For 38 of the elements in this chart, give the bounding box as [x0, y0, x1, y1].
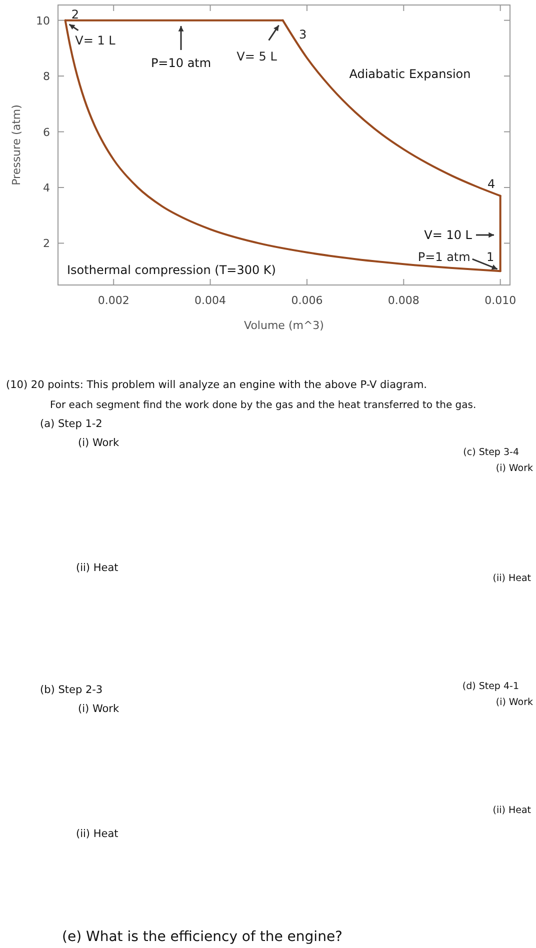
annotation: Isothermal compression (T=300 K): [67, 263, 276, 277]
text: (d) Step 4-1: [462, 681, 519, 692]
text: (ii) Heat: [76, 562, 118, 574]
x-tick-label: 0.004: [194, 294, 226, 307]
annotation: P=10 atm: [150, 56, 212, 70]
text: (i) Work: [496, 463, 534, 474]
y-tick-label: 10: [36, 14, 50, 28]
text: (10) 20 points: This problem will analyze an engine with the above P-V diagram.: [6, 379, 428, 391]
text: (e) What is the efficiency of the engine?: [62, 929, 342, 945]
text: (ii) Heat: [492, 805, 532, 816]
annotation: P=1 atm: [418, 250, 470, 264]
text: (b) Step 2-3: [40, 684, 103, 696]
text: For each segment find the work done by the gas and the heat transferred to the gas.: [50, 400, 476, 411]
y-tick-label: 2: [43, 237, 50, 250]
annotation: V= 1 L: [75, 33, 116, 48]
annotation: 2: [71, 7, 80, 22]
annotation: 3: [298, 27, 307, 42]
x-axis-title: Volume (m^3): [244, 319, 324, 332]
y-tick-label: 4: [43, 181, 50, 194]
text: (i) Work: [78, 437, 120, 449]
x-tick-label: 0.010: [484, 294, 516, 307]
x-tick-label: 0.002: [98, 294, 130, 307]
text: (i) Work: [496, 697, 534, 708]
y-tick-label: 6: [43, 126, 50, 139]
annotation: 1: [486, 250, 494, 264]
annotation: V= 10 L: [424, 228, 472, 242]
text: (i) Work: [78, 703, 120, 715]
text: (ii) Heat: [492, 573, 532, 584]
x-tick-label: 0.006: [291, 294, 323, 307]
y-axis-title: Pressure (atm): [10, 104, 23, 186]
y-tick-label: 8: [43, 70, 50, 84]
annotation: Adiabatic Expansion: [349, 67, 471, 81]
text: (c) Step 3-4: [463, 447, 519, 458]
annotation: 4: [488, 176, 496, 191]
text: (ii) Heat: [76, 828, 118, 840]
annotation: V= 5 L: [236, 49, 278, 64]
text: (a) Step 1-2: [40, 418, 102, 430]
x-tick-label: 0.008: [388, 294, 420, 307]
